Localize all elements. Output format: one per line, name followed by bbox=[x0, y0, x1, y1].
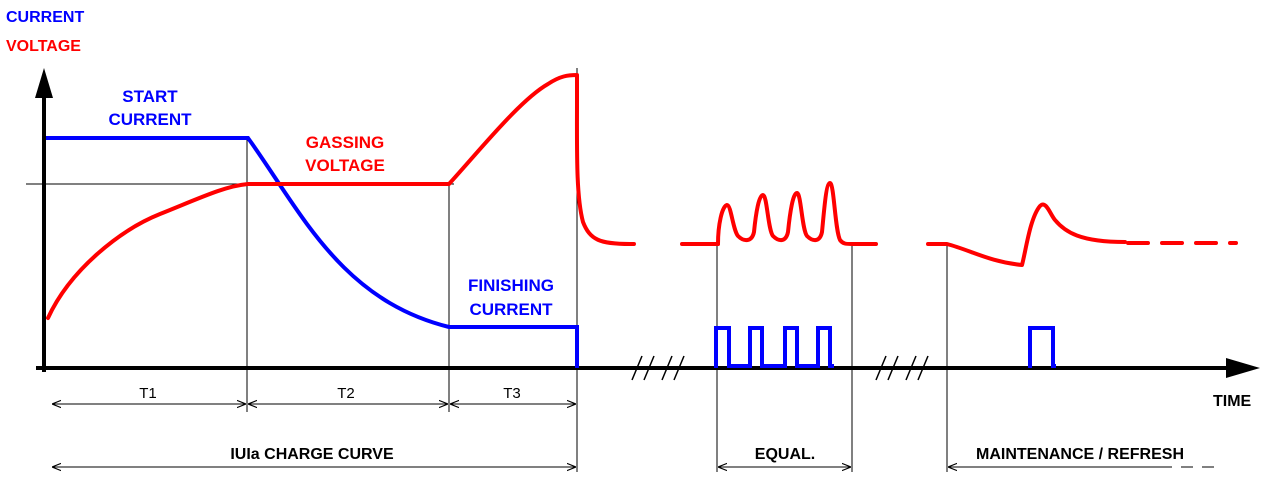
y-axis-arrowhead bbox=[35, 68, 53, 98]
voltage-maintenance-segment bbox=[926, 202, 1127, 267]
voltage-curve bbox=[46, 73, 1238, 320]
equalization-label: EQUAL. bbox=[755, 446, 815, 463]
x-axis-break-2 bbox=[875, 355, 929, 381]
start-current-label-line2: CURRENT bbox=[108, 110, 192, 129]
t2-label: T2 bbox=[337, 385, 355, 402]
current-curve bbox=[46, 136, 1056, 368]
gassing-voltage-label-line2: VOLTAGE bbox=[305, 156, 385, 175]
charge-curve-label: IUIa CHARGE CURVE bbox=[230, 446, 394, 463]
t3-label: T3 bbox=[503, 385, 521, 402]
dimension-arrows bbox=[52, 404, 1215, 467]
x-axis-arrowhead bbox=[1226, 358, 1260, 378]
current-maintenance-pulse bbox=[1028, 326, 1056, 368]
current-start-segment bbox=[46, 136, 579, 368]
voltage-axis-label: VOLTAGE bbox=[6, 38, 81, 55]
start-current-label-line1: START bbox=[122, 87, 178, 106]
x-axis-break-1 bbox=[631, 355, 685, 381]
voltage-equalization-peaks bbox=[716, 181, 878, 246]
axes bbox=[35, 68, 1260, 381]
maintenance-label: MAINTENANCE / REFRESH bbox=[976, 446, 1184, 463]
current-axis-label: CURRENT bbox=[6, 9, 84, 26]
time-axis-label: TIME bbox=[1213, 393, 1252, 410]
finishing-current-label-line2: CURRENT bbox=[469, 300, 553, 319]
t1-label: T1 bbox=[139, 385, 157, 402]
gassing-voltage-label-line1: GASSING bbox=[306, 133, 384, 152]
current-equalization-pulses bbox=[714, 326, 834, 368]
voltage-charge-segment bbox=[46, 73, 632, 320]
finishing-current-label-line1: FINISHING bbox=[468, 276, 554, 295]
